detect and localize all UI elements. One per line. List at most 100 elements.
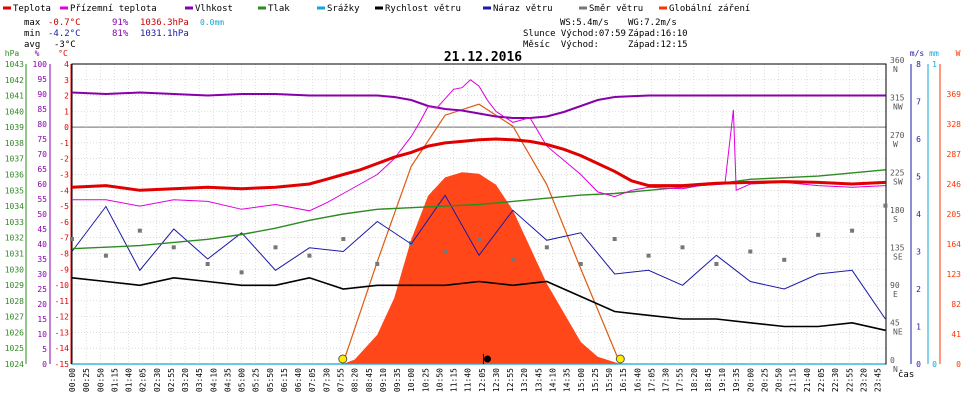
pct-tick-label: 35 (37, 255, 47, 264)
mm-tick-label: 0 (932, 360, 937, 369)
x-tick-label: 02:30 (153, 368, 162, 392)
hpa-tick-label: 1043 (5, 60, 24, 69)
x-tick-label: 07:30 (322, 368, 331, 392)
pct-tick-label: 65 (37, 165, 47, 174)
pct-tick-label: 70 (37, 150, 47, 159)
dir-tick-label: 360 (890, 56, 905, 65)
dir-compass-label: W (893, 140, 898, 149)
sun-panel: WS:5.4m/s WG:7.2m/s Slunce Východ:07:59 … (523, 18, 688, 50)
pct-tick-label: 0 (42, 360, 47, 369)
dir-tick-label: 45 (890, 319, 900, 328)
x-tick-label: 19:10 (718, 368, 727, 392)
stats-avg-label: avg (24, 40, 40, 50)
wind-direction-point (341, 237, 346, 241)
wind-direction-point (612, 237, 617, 241)
pct-tick-label: 75 (37, 135, 47, 144)
wind-direction-point (883, 203, 888, 208)
x-tick-label: 05:25 (252, 368, 261, 392)
axes: 1024102510261027102810291030103110321033… (5, 49, 961, 374)
x-tick-label: 14:10 (548, 368, 557, 392)
wind-direction-point (510, 257, 515, 262)
stats-max-hum: 91% (112, 18, 129, 28)
x-tick-label: 15:25 (591, 368, 600, 392)
dir-tick-label: 0 (890, 356, 895, 365)
dir-tick-label: 270 (890, 131, 905, 140)
sun-marker (338, 354, 348, 364)
wind-direction-point (477, 237, 481, 241)
legend-item: Směr větru (589, 4, 643, 14)
legend-item: Teplota (13, 4, 51, 14)
x-tick-label: 10:25 (421, 368, 430, 392)
hpa-tick-label: 1035 (5, 186, 24, 195)
temp-tick-label: 0 (64, 123, 69, 132)
series-temperature (71, 137, 886, 192)
hpa-tick-label: 1040 (5, 107, 24, 116)
ms-tick-label: 1 (916, 323, 921, 332)
x-tick-label: 23:45 (874, 368, 883, 392)
hpa-tick-label: 1039 (5, 123, 24, 132)
temp-tick-label: -6 (59, 218, 69, 227)
wind-direction-point (137, 228, 142, 233)
pct-tick-label: 100 (33, 60, 48, 69)
x-axis-ticks: 00:00 00:25 00:50 01:15 01:40 02:05 02:30 02:55… (68, 368, 883, 392)
x-tick-label: 07:55 (337, 368, 346, 392)
wm2-tick-label: 205 (947, 210, 962, 219)
ms-tick-label: 8 (916, 60, 921, 69)
stats-max-rain: 0.0mm (200, 18, 224, 27)
wm2-tick-label: 246 (947, 180, 962, 189)
hpa-tick-label: 1036 (5, 171, 24, 180)
dir-tick-label: 90 (890, 281, 900, 290)
stats-min-label: min (24, 29, 40, 39)
sun-marker (615, 354, 625, 364)
x-tick-label: 17:05 (647, 368, 656, 392)
grid (71, 63, 887, 365)
x-tick-label: 21:15 (789, 368, 798, 392)
ms-tick-label: 0 (916, 360, 921, 369)
temp-tick-label: -10 (55, 281, 70, 290)
stats-min-temp: -4.2°C (48, 29, 81, 39)
axis-unit-label: m/s (910, 49, 925, 58)
wind-direction-point (409, 241, 414, 246)
axis-unit-label: hPa (5, 49, 20, 58)
wind-direction-point (544, 245, 549, 250)
temp-tick-label: -12 (55, 313, 70, 322)
wind-direction-point (375, 262, 380, 266)
temp-tick-label: -9 (59, 265, 69, 274)
x-tick-label: 15:00 (577, 368, 586, 392)
temp-tick-label: -7 (59, 234, 69, 243)
wm2-tick-label: 369 (947, 90, 962, 99)
wm2-tick-label: 328 (947, 120, 962, 129)
pct-tick-label: 90 (37, 90, 47, 99)
x-tick-label: 01:15 (110, 368, 119, 392)
x-tick-label: 05:00 (238, 368, 247, 392)
stats-min-press: 1031.1hPa (140, 29, 189, 39)
hpa-tick-label: 1031 (5, 249, 24, 258)
wm2-tick-label: 123 (947, 270, 962, 279)
dir-compass-label: N (893, 365, 898, 374)
stats-min-hum: 81% (112, 29, 129, 39)
legend: Teplota Přízemní teplota Vlhkost Tlak Srážky… (3, 4, 750, 14)
x-tick-label: 20:00 (746, 368, 755, 392)
wm2-tick-label: 41 (951, 330, 961, 339)
pct-tick-label: 80 (37, 120, 47, 129)
wind-direction-point (748, 249, 753, 254)
ms-tick-label: 3 (916, 248, 921, 257)
wind-direction-point (646, 253, 651, 258)
stats-max-label: max (24, 18, 41, 28)
x-tick-label: 15:50 (605, 368, 614, 392)
hpa-tick-label: 1037 (5, 155, 24, 164)
pct-tick-label: 15 (37, 315, 47, 324)
x-axis-label: čas (898, 369, 914, 380)
dir-compass-label: N (893, 65, 898, 74)
x-tick-label: 12:55 (506, 368, 515, 392)
x-tick-label: 00:50 (96, 368, 105, 392)
legend-item: Srážky (327, 4, 360, 14)
wind-direction-point (103, 253, 108, 258)
sunrise-text: Slunce Východ:07:59 (523, 29, 626, 39)
x-tick-label: 13:45 (534, 368, 543, 392)
pct-tick-label: 5 (42, 345, 47, 354)
temp-tick-label: -3 (59, 171, 69, 180)
ms-tick-label: 6 (916, 135, 921, 144)
axis-unit-label: % (35, 49, 40, 58)
